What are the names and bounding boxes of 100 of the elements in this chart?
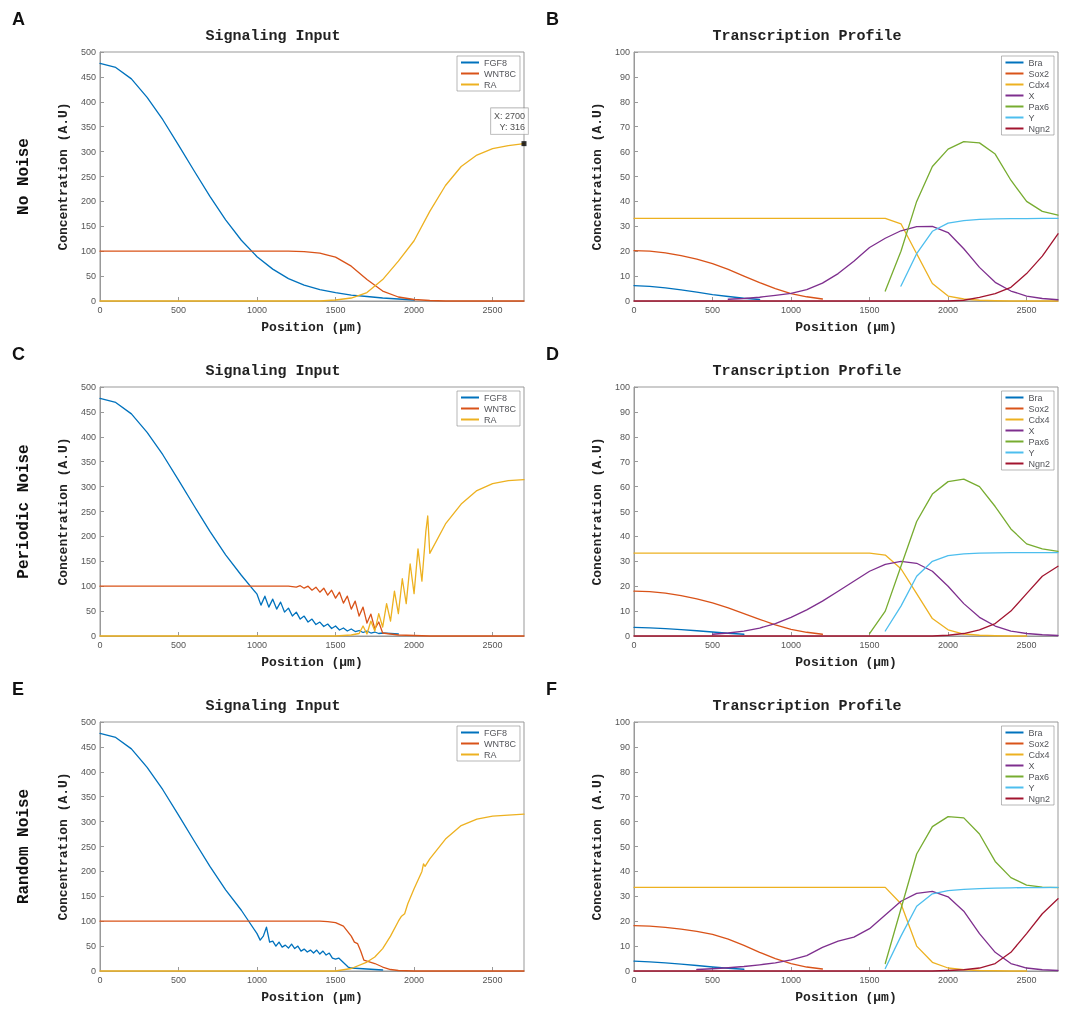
y-tick-label: 0	[624, 966, 630, 976]
x-axis-title: Position (µm)	[261, 990, 363, 1005]
legend-label: X	[1028, 760, 1035, 771]
y-tick-label: 100	[614, 382, 630, 392]
text: A	[12, 9, 25, 29]
x-tick-label: 1000	[247, 304, 268, 315]
y-tick-label: 500	[80, 382, 96, 392]
y-tick-label: 350	[80, 791, 96, 802]
chart-title: Transcription Profile	[712, 363, 902, 380]
line-series	[727, 225, 1059, 301]
legend-label: X	[1028, 90, 1035, 101]
y-tick-label: 250	[80, 841, 96, 852]
y-tick-label: 60	[619, 816, 630, 827]
y-tick-label: 400	[80, 96, 96, 107]
x-tick-label: 2000	[938, 639, 959, 650]
y-tick-label: 30	[619, 556, 630, 567]
y-tick-label: 0	[624, 631, 630, 641]
line-series	[633, 590, 824, 635]
x-axis-title: Position (µm)	[795, 990, 897, 1005]
y-tick-label: 350	[80, 121, 96, 132]
x-tick-label: 2000	[938, 974, 959, 985]
chart-title: Transcription Profile	[712, 28, 902, 45]
y-tick-label: 450	[80, 71, 96, 82]
x-axis-title: Position (µm)	[261, 655, 363, 670]
legend-label: FGF8	[484, 727, 508, 738]
legend-label: Pax6	[1028, 771, 1049, 782]
y-tick-label: 350	[80, 456, 96, 467]
x-tick-label: 2500	[1016, 974, 1037, 985]
x-tick-label: 1500	[859, 639, 880, 650]
y-tick-label: 60	[619, 481, 630, 492]
legend-label: WNT8C	[484, 403, 517, 414]
text: D	[546, 344, 559, 364]
y-tick-label: 90	[619, 741, 630, 752]
legend-label: Cdx4	[1028, 749, 1050, 760]
legend-label: Ngn2	[1028, 793, 1050, 804]
y-tick-label: 200	[80, 531, 96, 542]
y-tick-label: 150	[80, 891, 96, 902]
y-tick-label: 0	[624, 296, 630, 306]
legend-label: Sox2	[1028, 738, 1049, 749]
line-series	[884, 886, 1059, 970]
y-tick-label: 80	[619, 431, 630, 442]
y-tick-label: 250	[80, 171, 96, 182]
legend-label: RA	[484, 414, 497, 425]
x-tick-label: 1500	[859, 974, 880, 985]
x-tick-label: 500	[705, 974, 721, 985]
y-tick-label: 50	[619, 841, 630, 852]
line-series	[633, 886, 1028, 972]
legend-label: Bra	[1028, 392, 1043, 403]
x-axis-title: Position (µm)	[795, 320, 897, 335]
y-axis-title: Concentration (A.U)	[56, 772, 71, 921]
x-tick-label: 1500	[325, 974, 346, 985]
y-tick-label: 70	[619, 456, 630, 467]
legend-label: FGF8	[484, 57, 508, 68]
y-tick-label: 40	[619, 531, 630, 542]
legend-label: Pax6	[1028, 101, 1049, 112]
line-series	[99, 397, 400, 635]
y-tick-label: 500	[80, 717, 96, 727]
y-tick-label: 150	[80, 556, 96, 567]
y-tick-label: 450	[80, 741, 96, 752]
y-tick-label: 400	[80, 766, 96, 777]
y-tick-label: 80	[619, 96, 630, 107]
x-axis-title: Position (µm)	[795, 655, 897, 670]
y-tick-label: 50	[85, 941, 96, 952]
y-tick-label: 20	[619, 246, 630, 257]
x-tick-label: 1000	[247, 639, 268, 650]
text: Periodic Noise	[15, 444, 33, 579]
line-series	[633, 626, 745, 635]
text: C	[12, 344, 25, 364]
legend-label: FGF8	[484, 392, 508, 403]
line-series	[868, 478, 1059, 635]
line-series	[633, 925, 824, 970]
y-tick-label: 40	[619, 866, 630, 877]
y-tick-label: 50	[85, 606, 96, 617]
x-tick-label: 500	[705, 304, 721, 315]
y-tick-label: 60	[619, 146, 630, 157]
y-axis-title: Concentration (A.U)	[56, 102, 71, 251]
y-tick-label: 250	[80, 506, 96, 517]
x-tick-label: 2000	[938, 304, 959, 315]
legend-label: RA	[484, 749, 497, 760]
y-tick-label: 50	[85, 271, 96, 282]
x-tick-label: 1000	[247, 974, 268, 985]
line-series	[884, 140, 1059, 292]
text: Random Noise	[15, 788, 33, 905]
y-axis-title: Concentration (A.U)	[56, 437, 71, 586]
y-tick-label: 300	[80, 816, 96, 827]
x-tick-label: 2500	[1016, 304, 1037, 315]
chart-title: Signaling Input	[205, 28, 341, 45]
x-tick-label: 2000	[404, 974, 425, 985]
y-tick-label: 100	[80, 916, 96, 927]
y-tick-label: 40	[619, 196, 630, 207]
line-series	[99, 62, 415, 301]
y-tick-label: 10	[619, 271, 630, 282]
chart-title: Transcription Profile	[712, 698, 902, 715]
chart-title: Signaling Input	[205, 698, 341, 715]
x-tick-label: 2500	[482, 974, 503, 985]
y-tick-label: 0	[90, 631, 96, 641]
x-tick-label: 2500	[482, 639, 503, 650]
legend-label: Sox2	[1028, 403, 1049, 414]
y-tick-label: 70	[619, 121, 630, 132]
x-tick-label: 1500	[325, 639, 346, 650]
